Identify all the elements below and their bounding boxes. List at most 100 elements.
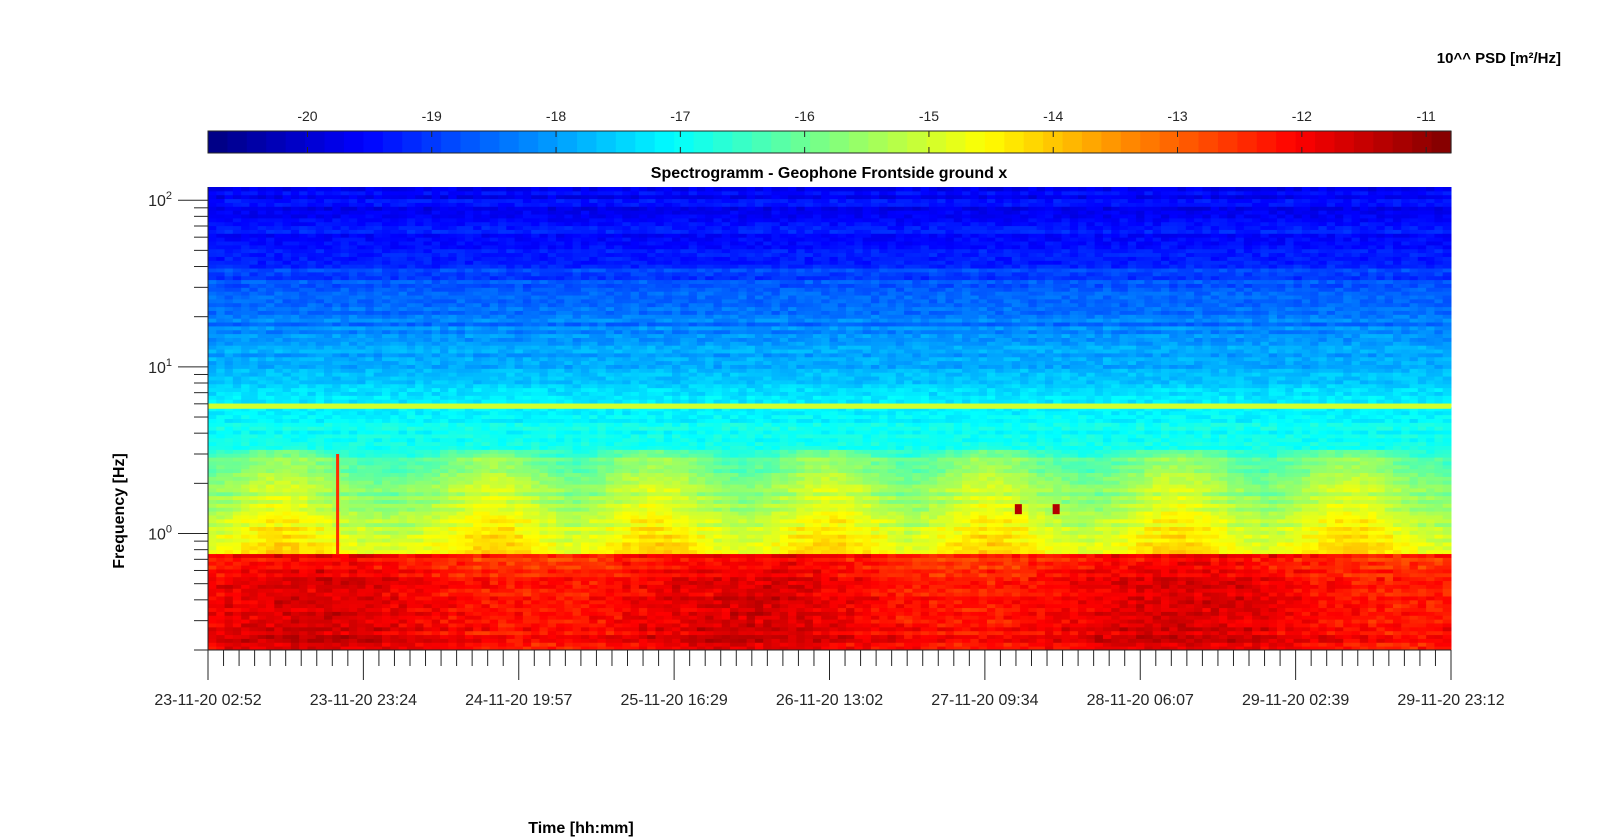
heatmap-cell (232, 341, 242, 346)
heatmap-cell (290, 387, 300, 392)
heatmap-cell (390, 387, 400, 392)
heatmap-cell (498, 638, 507, 643)
heatmap-cell (357, 607, 366, 612)
heatmap-cell (423, 584, 433, 589)
heatmap-cell (282, 329, 292, 335)
heatmap-cell (522, 568, 532, 574)
heatmap-cell (257, 426, 267, 431)
heatmap-cell (498, 549, 507, 555)
heatmap-cell (423, 545, 433, 551)
heatmap-cell (299, 472, 308, 477)
heatmap-cell (232, 349, 242, 354)
heatmap-cell (522, 233, 532, 238)
heatmap-cell (249, 291, 259, 296)
heatmap-cell (332, 634, 342, 639)
heatmap-cell (299, 233, 308, 238)
heatmap-cell (481, 287, 491, 292)
heatmap-cell (257, 279, 267, 284)
heatmap-cell (415, 430, 424, 435)
heatmap-cell (423, 302, 433, 308)
heatmap-cell (489, 237, 499, 242)
heatmap-cell (290, 260, 300, 265)
heatmap-cell (332, 237, 342, 242)
heatmap-cell (522, 588, 532, 593)
heatmap-cell (539, 379, 549, 385)
heatmap-cell (464, 638, 474, 643)
heatmap-cell (208, 414, 217, 419)
heatmap-cell (266, 553, 275, 558)
heatmap-cell (390, 214, 400, 219)
heatmap-cell (241, 576, 250, 582)
heatmap-cell (290, 511, 300, 516)
heatmap-cell (406, 603, 416, 609)
heatmap-cell (448, 545, 458, 551)
heatmap-cell (514, 325, 524, 331)
heatmap-cell (473, 271, 482, 277)
heatmap-cell (406, 368, 416, 373)
heatmap-cell (539, 298, 549, 304)
heatmap-cell (357, 595, 366, 601)
heatmap-cell (514, 499, 524, 504)
heatmap-cell (498, 622, 507, 628)
heatmap-cell (506, 561, 516, 566)
heatmap-cell (266, 383, 275, 389)
heatmap-cell (257, 522, 267, 528)
heatmap-cell (224, 279, 234, 284)
heatmap-cell (290, 522, 300, 528)
heatmap-cell (448, 283, 458, 288)
heatmap-cell (266, 491, 275, 497)
heatmap-cell (506, 530, 516, 535)
heatmap-cell (232, 406, 242, 412)
heatmap-cell (249, 561, 259, 566)
heatmap-cell (440, 511, 449, 516)
heatmap-cell (307, 642, 317, 647)
heatmap-cell (398, 511, 408, 516)
heatmap-cell (406, 599, 416, 605)
heatmap-cell (481, 495, 491, 501)
heatmap-cell (290, 607, 300, 612)
heatmap-cell (539, 426, 549, 431)
heatmap-cell (464, 476, 474, 481)
heatmap-cell (431, 592, 441, 597)
heatmap-cell (415, 376, 424, 381)
heatmap-cell (257, 468, 267, 474)
heatmap-cell (299, 437, 308, 443)
heatmap-cell (282, 646, 292, 651)
heatmap-cell (464, 511, 474, 516)
heatmap-cell (382, 268, 391, 273)
heatmap-cell (373, 302, 383, 308)
heatmap-cell (340, 275, 350, 281)
heatmap-cell (473, 264, 482, 269)
heatmap-cell (489, 530, 499, 535)
heatmap-cell (398, 464, 408, 470)
heatmap-cell (340, 383, 350, 389)
heatmap-cell (406, 514, 416, 520)
heatmap-cell (481, 518, 491, 524)
heatmap-cell (448, 260, 458, 265)
heatmap-cell (332, 298, 342, 304)
heatmap-cell (208, 391, 217, 396)
heatmap-cell (390, 622, 400, 628)
heatmap-cell (224, 534, 234, 539)
heatmap-cell (332, 630, 342, 636)
heatmap-cell (324, 356, 333, 362)
heatmap-cell (208, 622, 217, 628)
heatmap-cell (348, 210, 358, 215)
heatmap-cell (299, 229, 308, 234)
heatmap-cell (307, 287, 317, 292)
heatmap-cell (398, 372, 408, 377)
heatmap-cell (473, 391, 482, 396)
heatmap-cell (415, 433, 424, 439)
heatmap-cell (415, 225, 424, 230)
heatmap-cell (257, 565, 267, 570)
heatmap-cell (448, 580, 458, 585)
heatmap-cell (481, 468, 491, 474)
heatmap-cell (522, 221, 532, 227)
heatmap-cell (489, 198, 499, 203)
heatmap-cell (257, 511, 267, 516)
heatmap-cell (299, 268, 308, 273)
heatmap-cell (357, 433, 366, 439)
heatmap-cell (232, 241, 242, 246)
colorbar-frame (207, 130, 1452, 154)
heatmap-cell (489, 541, 499, 547)
